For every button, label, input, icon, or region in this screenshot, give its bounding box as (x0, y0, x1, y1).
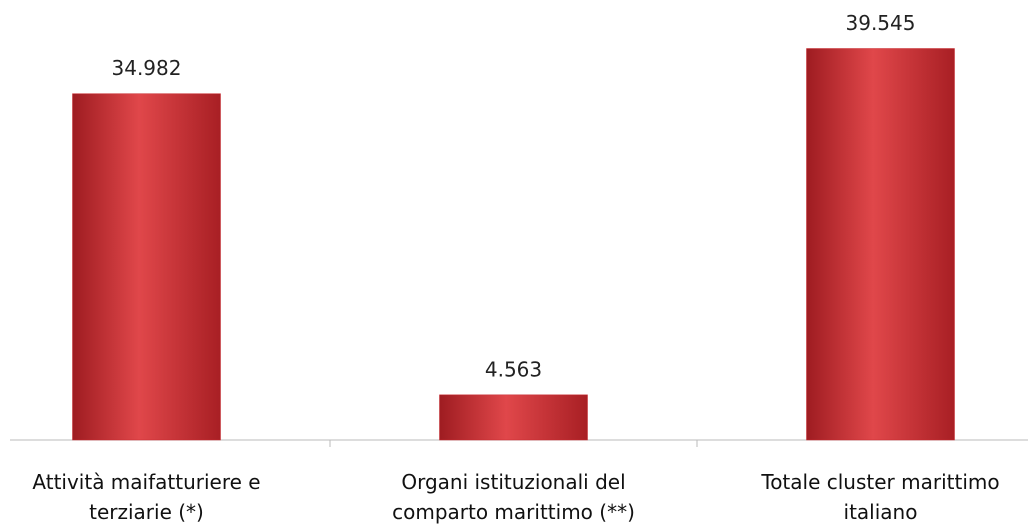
data-label: 39.545 (846, 11, 916, 35)
x-tick-label: Attività maifatturiere e terziarie (*) (0, 467, 302, 527)
bar (73, 94, 221, 440)
x-tick-label: Organi istituzionali del comparto maritt… (359, 467, 669, 527)
bar (807, 49, 955, 440)
bar (440, 395, 588, 440)
x-tick-label: Totale cluster marittimo italiano (726, 467, 1028, 527)
data-label: 4.563 (485, 357, 542, 381)
data-label: 34.982 (112, 56, 182, 80)
